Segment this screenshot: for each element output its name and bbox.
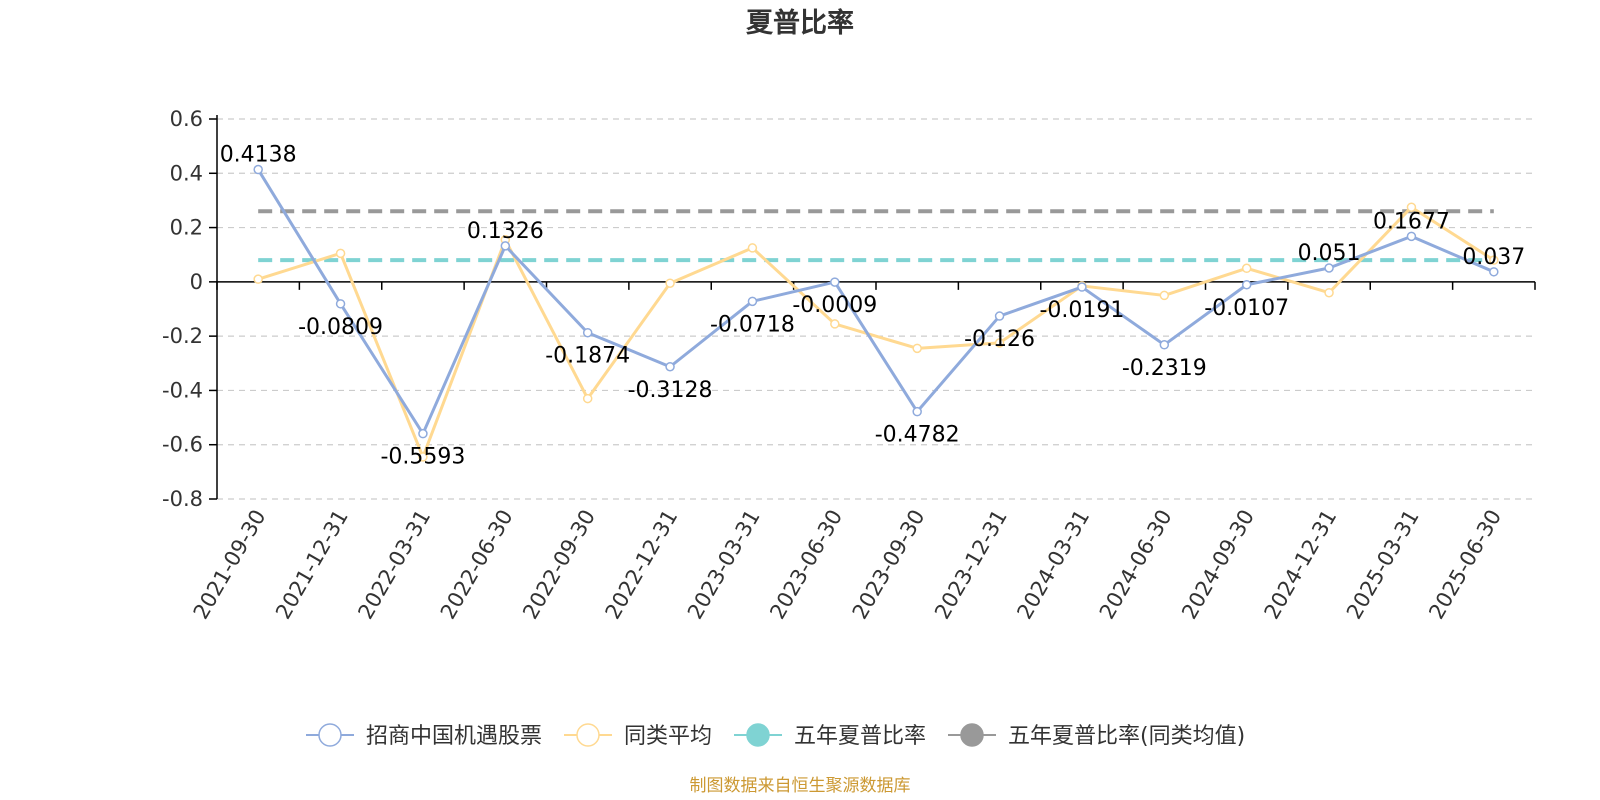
y-tick-label: -0.4 [162, 378, 203, 402]
x-tick-label: 2024-12-31 [1260, 506, 1342, 624]
series-line [256, 168, 1495, 436]
data-point [1406, 202, 1417, 212]
y-tick-label: -0.2 [162, 324, 203, 348]
legend-label: 五年夏普比率 [794, 724, 926, 749]
data-point [582, 393, 593, 404]
legend: 招商中国机遇股票 同类平均 五年夏普比率 五年夏普比率(同类均值) [306, 723, 1245, 749]
y-tick-label: 0.4 [170, 161, 203, 185]
x-tick-label: 2021-12-31 [271, 506, 353, 624]
data-point [1406, 231, 1417, 242]
x-tick-label: 2023-09-30 [848, 506, 930, 624]
series-line [257, 205, 1495, 459]
source-note: 制图数据来自恒生聚源数据库 [690, 776, 911, 796]
data-point [1241, 263, 1252, 274]
y-tick-label: -0.8 [162, 487, 203, 511]
x-tick-label: 2022-12-31 [601, 506, 683, 624]
series-layer [253, 164, 1499, 462]
y-tick-label: 0.2 [170, 216, 203, 240]
legend-item[interactable]: 五年夏普比率(同类均值) [948, 723, 1245, 749]
data-label: 0.4138 [220, 143, 297, 168]
x-tick-label: 2023-12-31 [930, 506, 1012, 624]
data-point [830, 319, 840, 329]
data-label: -0.0191 [1039, 298, 1124, 323]
x-tick-label: 2025-06-30 [1424, 506, 1506, 624]
data-point [1077, 282, 1087, 292]
data-point [1324, 263, 1334, 273]
data-point [830, 277, 840, 287]
data-point [335, 299, 346, 309]
data-label: 0.051 [1298, 241, 1361, 266]
legend-marker-icon [576, 723, 600, 747]
x-tick-label: 2023-06-30 [765, 506, 847, 624]
data-point [994, 338, 1005, 348]
data-label: -0.1874 [545, 344, 630, 369]
data-point [582, 327, 593, 338]
data-label: -0.4782 [875, 423, 960, 448]
legend-marker-icon [960, 723, 984, 747]
data-label: -0.126 [964, 327, 1035, 352]
legend-marker-icon [318, 723, 342, 747]
data-label: -0.5593 [380, 445, 465, 470]
x-tick-label: 2024-09-30 [1177, 506, 1259, 624]
legend-label: 招商中国机遇股票 [366, 724, 542, 749]
data-label: -0.2319 [1122, 356, 1207, 381]
data-point [665, 362, 675, 372]
x-tick-label: 2022-09-30 [518, 506, 600, 624]
data-point [994, 311, 1005, 321]
data-label: 0.037 [1462, 245, 1525, 270]
legend-marker-icon [746, 723, 770, 747]
data-point [665, 278, 675, 288]
data-label: -0.0009 [792, 293, 877, 318]
data-point [253, 274, 263, 284]
x-tick-label: 2022-03-31 [353, 506, 435, 624]
data-point [1489, 267, 1499, 277]
data-label: 0.1326 [467, 219, 544, 244]
data-point [1324, 287, 1334, 298]
legend-item[interactable]: 五年夏普比率 [734, 723, 926, 749]
data-label: 0.1677 [1373, 209, 1450, 234]
legend-label: 五年夏普比率(同类均值) [1008, 724, 1245, 749]
data-label: -0.0718 [710, 312, 795, 337]
data-point [912, 343, 922, 354]
data-point [1159, 340, 1170, 350]
chart-title: 夏普比率 [746, 7, 854, 39]
x-tick-label: 2022-06-30 [436, 506, 518, 624]
x-tick-label: 2024-03-31 [1012, 506, 1094, 624]
data-labels: 0.4138 -0.0809 -0.5593 0.1326 -0.1874 -0.3128… [220, 143, 1526, 470]
legend-item[interactable]: 招商中国机遇股票 [306, 723, 542, 749]
data-point [418, 452, 428, 462]
data-point [1489, 255, 1499, 265]
reference-lines [258, 209, 1494, 263]
legend-item[interactable]: 同类平均 [564, 723, 712, 749]
data-label: -0.0107 [1204, 296, 1289, 321]
data-point [335, 248, 346, 259]
data-point [747, 243, 758, 253]
y-tick-label: 0.6 [170, 107, 203, 131]
legend-label: 同类平均 [624, 724, 712, 749]
data-point [1159, 290, 1170, 301]
data-point [418, 428, 428, 439]
x-tick-label: 2023-03-31 [683, 506, 765, 624]
data-label: -0.0809 [298, 315, 383, 340]
y-tick-label: -0.6 [162, 433, 203, 457]
data-point [1241, 280, 1252, 290]
x-tick-label: 2021-09-30 [189, 506, 271, 624]
x-tick-label: 2024-06-30 [1095, 506, 1177, 624]
data-point [500, 241, 511, 251]
data-label: -0.3128 [628, 378, 713, 403]
y-tick-label: 0 [190, 270, 203, 294]
x-tick-label: 2025-03-31 [1342, 506, 1424, 624]
data-point [747, 296, 758, 307]
data-point [253, 164, 263, 175]
data-point [912, 406, 922, 417]
